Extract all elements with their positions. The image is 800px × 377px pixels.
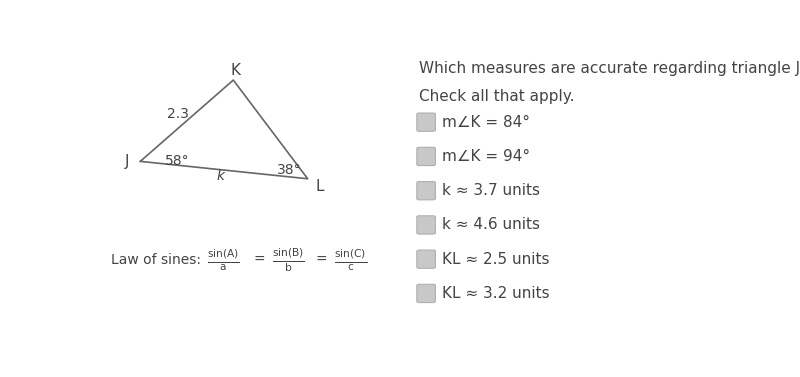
Text: Law of sines:: Law of sines: [111,253,210,267]
Text: Check all that apply.: Check all that apply. [419,89,574,104]
Text: =: = [316,253,327,267]
Text: Which measures are accurate regarding triangle JKL?: Which measures are accurate regarding tr… [419,61,800,76]
FancyBboxPatch shape [417,284,435,303]
Text: m∠K = 94°: m∠K = 94° [442,149,530,164]
Text: K: K [230,63,241,78]
Text: KL ≈ 2.5 units: KL ≈ 2.5 units [442,252,550,267]
FancyBboxPatch shape [417,182,435,200]
FancyBboxPatch shape [417,147,435,166]
FancyBboxPatch shape [417,250,435,268]
Text: k ≈ 3.7 units: k ≈ 3.7 units [442,183,540,198]
Text: $\frac{\mathregular{sin(B)}}{\mathregular{b}}$: $\frac{\mathregular{sin(B)}}{\mathregula… [272,246,306,274]
Text: $\frac{\mathregular{sin(C)}}{\mathregular{c}}$: $\frac{\mathregular{sin(C)}}{\mathregula… [334,247,367,273]
Text: L: L [316,179,324,195]
Text: k ≈ 4.6 units: k ≈ 4.6 units [442,218,540,233]
Text: J: J [125,154,129,169]
FancyBboxPatch shape [417,113,435,131]
FancyBboxPatch shape [417,216,435,234]
Text: k: k [217,169,225,184]
Text: 38°: 38° [278,163,302,177]
Text: $\frac{\mathregular{sin(A)}}{\mathregular{a}}$: $\frac{\mathregular{sin(A)}}{\mathregula… [207,247,240,273]
Text: 58°: 58° [165,154,190,169]
Text: m∠K = 84°: m∠K = 84° [442,115,530,130]
Text: KL ≈ 3.2 units: KL ≈ 3.2 units [442,286,550,301]
Text: 2.3: 2.3 [167,107,189,121]
Text: =: = [254,253,266,267]
